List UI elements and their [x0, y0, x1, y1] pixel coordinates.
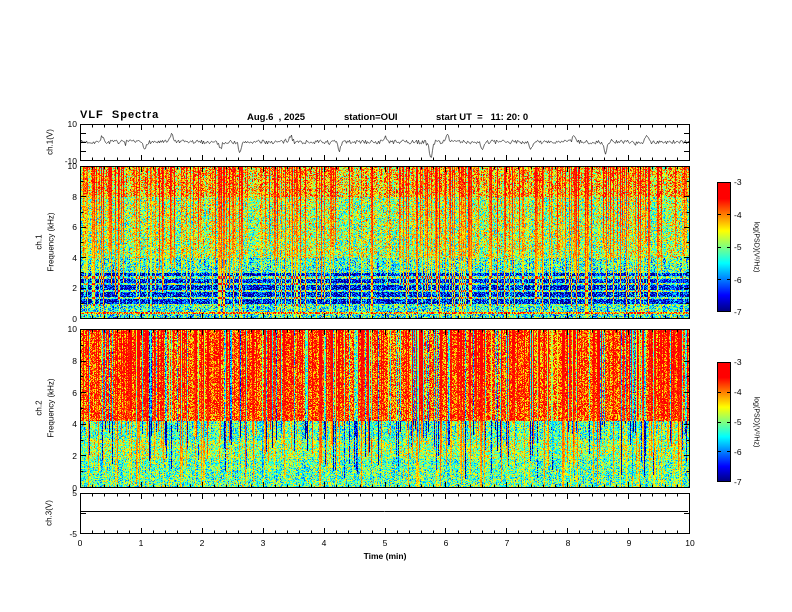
station-label: station=OUI	[344, 112, 398, 123]
colorbar2-axis-label: log(PSD)(V²/Hz)	[752, 396, 760, 448]
tick-label: 10	[67, 161, 77, 171]
tick-label: 4	[72, 419, 77, 430]
tick-label: 2	[199, 538, 205, 548]
tick-label: 5	[72, 488, 77, 498]
ch2-channel-label: ch.2	[34, 400, 44, 416]
tick-label: -5	[734, 417, 742, 427]
tick-label: 3	[260, 538, 266, 548]
tick-label: 0	[72, 483, 77, 493]
tick-label: 2	[72, 283, 77, 294]
page-title: VLF Spectra	[80, 109, 160, 121]
colorbar2-canvas	[717, 362, 731, 482]
tick-label: -4	[734, 387, 742, 397]
tick-label: 1	[138, 538, 144, 548]
start-ut-label: start UT = 11: 20: 0	[436, 112, 529, 123]
tick-label: 10	[685, 538, 695, 548]
tick-label: 8	[565, 538, 571, 548]
tick-label: 8	[72, 191, 77, 202]
tick-label: 6	[72, 222, 77, 233]
tick-label: -4	[734, 209, 742, 220]
tick-label: -5	[734, 242, 742, 252]
date-label: Aug.6 , 2025	[247, 112, 306, 123]
tick-label: 2	[72, 451, 77, 462]
tick-label: 8	[72, 355, 77, 366]
tick-label: 10	[67, 324, 77, 334]
colorbar1-axis-label: log(PSD)(V²/Hz)	[752, 221, 760, 273]
tick-label: 4	[321, 538, 327, 548]
tick-label: 10	[67, 119, 77, 129]
ch1-spectrogram-canvas	[80, 166, 690, 319]
colorbar1-canvas	[717, 182, 731, 312]
tick-label: -3	[734, 177, 742, 187]
tick-label: 4	[72, 252, 77, 263]
ch1-channel-label: ch.1	[34, 234, 44, 250]
tick-label: 9	[626, 538, 632, 548]
ch2-spectrogram-canvas	[80, 329, 690, 488]
tick-label: 0	[72, 314, 77, 324]
tick-label: -6	[734, 447, 742, 457]
ch1-waveform-canvas	[80, 124, 690, 161]
tick-label: -6	[734, 274, 742, 285]
ch3-trace-canvas	[80, 493, 690, 534]
tick-label: -10	[64, 156, 77, 166]
tick-label: 6	[72, 387, 77, 398]
ch3-voltage-axis-label: ch.3(V)	[44, 500, 54, 526]
tick-label: 5	[382, 538, 388, 548]
tick-label: 7	[504, 538, 510, 548]
tick-label: -3	[734, 357, 742, 367]
time-axis-label: Time (min)	[363, 551, 407, 561]
tick-label: -5	[69, 529, 77, 539]
tick-label: 6	[443, 538, 449, 548]
tick-label: -7	[734, 477, 742, 487]
ch1-voltage-axis-label: ch.1(V)	[45, 129, 55, 155]
tick-label: -7	[734, 307, 742, 317]
tick-label: 0	[77, 538, 83, 548]
